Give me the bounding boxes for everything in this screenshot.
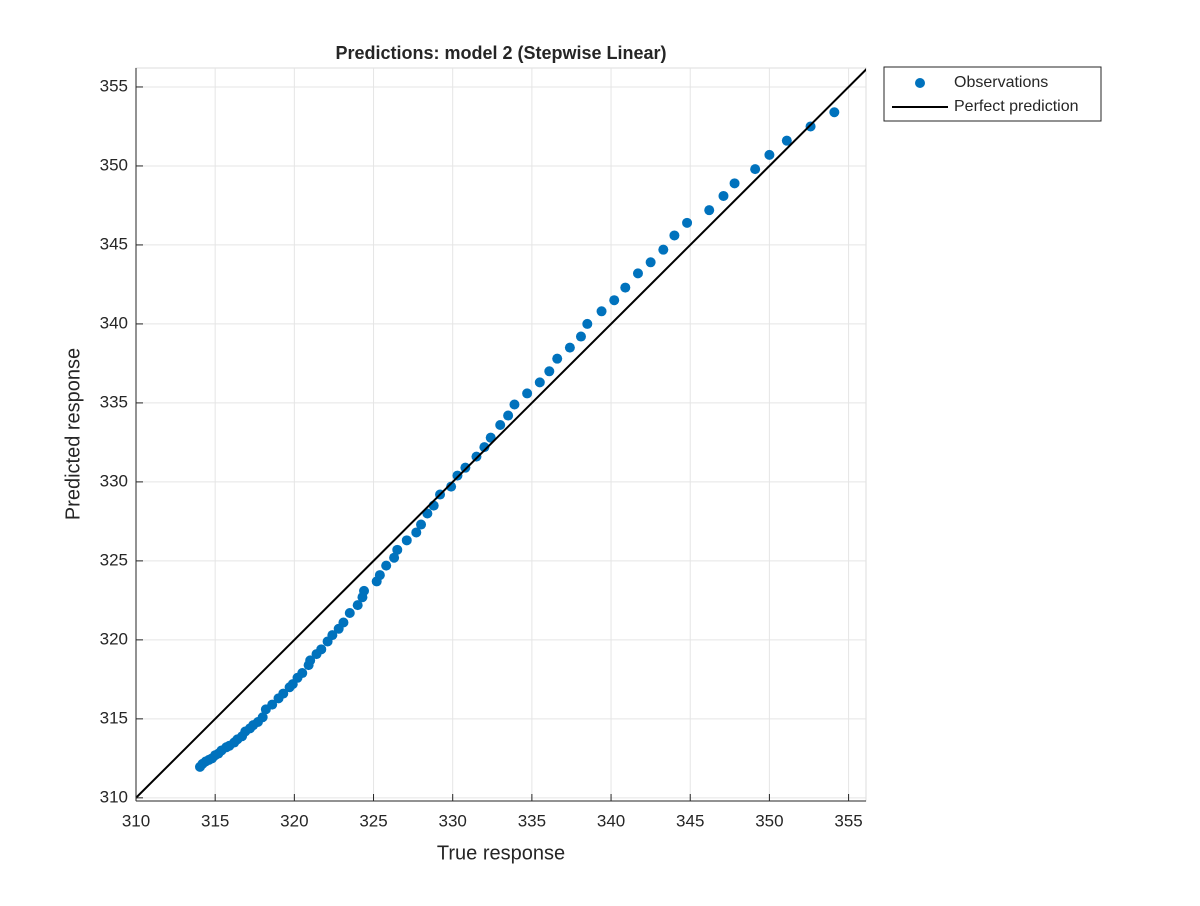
observation-point xyxy=(374,570,385,581)
observation-point xyxy=(381,560,392,571)
x-tick-label: 355 xyxy=(834,811,862,830)
observation-point xyxy=(344,608,355,619)
observation-point xyxy=(401,535,412,546)
x-tick-label: 315 xyxy=(201,811,229,830)
x-tick-label: 320 xyxy=(280,811,308,830)
x-tick-label: 345 xyxy=(676,811,704,830)
x-tick-label: 310 xyxy=(122,811,150,830)
observation-point xyxy=(609,295,620,306)
observation-point xyxy=(479,442,490,453)
x-tick-label: 325 xyxy=(359,811,387,830)
observation-point xyxy=(669,230,680,241)
observation-point xyxy=(503,410,514,421)
observation-point xyxy=(471,451,482,462)
chart-title: Predictions: model 2 (Stepwise Linear) xyxy=(335,43,666,63)
observation-point xyxy=(645,257,656,268)
y-tick-label: 335 xyxy=(100,392,128,411)
observation-point xyxy=(620,282,631,293)
y-tick-label: 355 xyxy=(100,76,128,95)
observation-point xyxy=(509,399,520,410)
x-tick-label: 330 xyxy=(439,811,467,830)
observation-point xyxy=(564,342,575,353)
reference-line xyxy=(136,68,866,800)
observation-point xyxy=(392,544,403,555)
y-tick-label: 315 xyxy=(100,708,128,727)
observation-point xyxy=(352,600,363,611)
observation-point xyxy=(522,388,533,399)
observation-point xyxy=(750,164,761,175)
observation-point xyxy=(257,712,268,723)
y-tick-label: 340 xyxy=(100,313,128,332)
observation-point xyxy=(305,655,316,666)
x-tick-label: 350 xyxy=(755,811,783,830)
observation-point xyxy=(829,107,840,118)
observation-point xyxy=(389,552,400,563)
observation-point xyxy=(327,630,338,641)
legend-box xyxy=(883,66,1102,122)
observation-point xyxy=(446,481,457,492)
observation-point xyxy=(316,644,327,655)
observation-point xyxy=(718,190,729,201)
observation-point xyxy=(764,149,775,160)
observation-point xyxy=(544,366,555,377)
observation-point xyxy=(552,353,563,364)
legend: Observations Perfect prediction xyxy=(883,66,1102,122)
observation-point xyxy=(658,244,669,255)
y-tick-label: 330 xyxy=(100,471,128,490)
observation-point xyxy=(267,699,278,710)
plot-area xyxy=(136,68,866,800)
observation-point xyxy=(452,470,463,481)
y-tick-label: 310 xyxy=(100,787,128,806)
observation-point xyxy=(781,135,792,146)
legend-label: Perfect prediction xyxy=(954,98,1079,115)
y-tick-label: 320 xyxy=(100,629,128,648)
observation-point xyxy=(411,527,422,538)
y-tick-label: 325 xyxy=(100,550,128,569)
observation-point xyxy=(416,519,427,530)
y-tick-label: 345 xyxy=(100,234,128,253)
observation-point xyxy=(596,306,607,317)
y-axis-label: Predicted response xyxy=(62,348,84,520)
observation-point xyxy=(632,268,643,279)
observation-point xyxy=(534,377,545,388)
observation-point xyxy=(359,585,370,596)
x-tick-label: 340 xyxy=(597,811,625,830)
observation-point xyxy=(729,178,740,189)
observation-point xyxy=(704,205,715,216)
observation-point xyxy=(682,217,693,228)
observation-point xyxy=(582,318,593,329)
observation-point xyxy=(495,420,506,431)
observation-point xyxy=(278,688,289,699)
axes: 310 315 320 325 330 335 340 345 350 355 310 315 320 3… xyxy=(100,68,866,830)
observation-point xyxy=(297,668,308,679)
y-tick-label: 350 xyxy=(100,155,128,174)
legend-label: Observations xyxy=(954,74,1048,91)
legend-symbol xyxy=(915,78,925,88)
x-tick-label: 335 xyxy=(518,811,546,830)
x-axis-label: True response xyxy=(437,842,565,864)
observation-point xyxy=(805,121,816,132)
observation-point xyxy=(460,462,471,473)
observation-point xyxy=(575,331,586,342)
observation-point xyxy=(338,617,349,628)
